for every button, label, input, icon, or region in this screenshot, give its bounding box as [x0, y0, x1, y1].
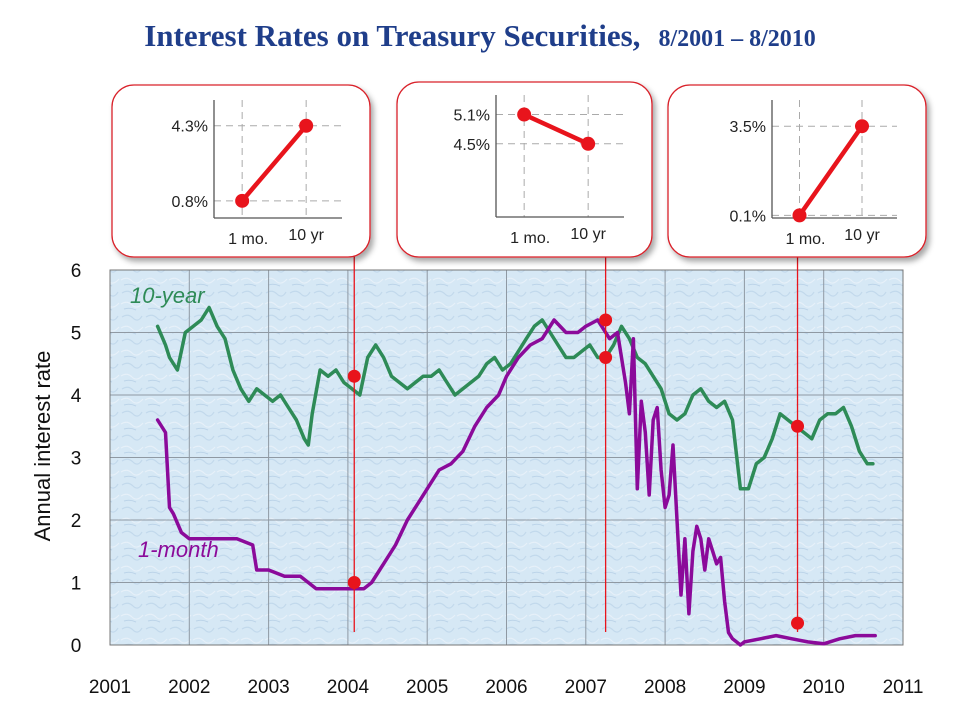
inset-point — [235, 193, 250, 208]
chart-title-range: 8/2001 – 8/2010 — [658, 26, 816, 52]
ten-year-series-label: 10-year — [130, 283, 206, 308]
series-lines — [155, 305, 877, 647]
yield-curve-inset: 5.1% 4.5% 1 mo. 10 yr — [396, 81, 653, 258]
x-tick-label: 2001 — [89, 677, 131, 698]
y-tick-label: 3 — [71, 449, 82, 470]
y-axis-label: Annual interest rate — [30, 351, 55, 542]
grid-lines — [109, 269, 904, 646]
inset-point — [855, 119, 869, 134]
x-tick-label: 2004 — [327, 677, 370, 698]
inset-value-label: 3.5% — [730, 119, 766, 136]
chart-title-main: Interest Rates on Treasury Securities, — [144, 18, 641, 53]
x-tick-label: 2007 — [565, 677, 607, 698]
x-axis: 2001 2002 2003 2004 2005 2006 2007 2008 2009 2010… — [89, 677, 924, 698]
yield-curve-inset: 3.5% 0.1% 1 mo. 10 yr — [667, 84, 927, 258]
x-tick-label: 2011 — [883, 677, 924, 698]
one-month-series-label: 1-month — [138, 537, 219, 562]
ten-year-marker — [347, 369, 361, 383]
x-tick-label: 2009 — [723, 677, 765, 698]
y-tick-label: 1 — [71, 574, 82, 595]
inset-point — [517, 107, 532, 122]
inset-value-label: 0.8% — [172, 194, 208, 211]
one-month-marker — [599, 313, 613, 327]
inset-value-label: 4.5% — [454, 137, 490, 154]
inset-category-label: 1 mo. — [785, 231, 825, 248]
one-month-marker — [791, 616, 805, 630]
chart-title: Interest Rates on Treasury Securities, 8… — [0, 18, 960, 54]
one-month-marker — [347, 576, 361, 589]
inset-value-label: 4.3% — [172, 119, 208, 136]
y-axis: 0 1 2 3 4 5 6 — [71, 261, 82, 657]
ten-year-series-line — [155, 305, 875, 491]
inset-yield-line — [521, 112, 591, 147]
y-tick-label: 5 — [71, 324, 82, 345]
inset-yield-line — [239, 123, 309, 204]
y-tick-label: 2 — [71, 511, 82, 532]
y-tick-label: 6 — [71, 261, 82, 282]
inset-value-label: 5.1% — [454, 108, 490, 125]
x-tick-label: 2003 — [247, 677, 289, 698]
y-tick-label: 0 — [71, 636, 82, 657]
inset-category-label: 10 yr — [570, 226, 606, 243]
yield-curve-inset: 4.3% 0.8% 1 mo. 10 yr — [111, 84, 371, 258]
x-tick-label: 2005 — [406, 677, 448, 698]
y-tick-label: 4 — [71, 386, 82, 407]
inset-point — [792, 208, 807, 223]
inset-point — [581, 136, 596, 151]
x-tick-label: 2006 — [485, 677, 527, 698]
inset-point — [299, 118, 314, 133]
annotation-markers — [347, 313, 805, 630]
ten-year-marker — [599, 351, 613, 364]
one-month-series-line — [155, 318, 877, 647]
inset-yield-line — [797, 123, 865, 218]
plot-frame — [109, 269, 904, 646]
inset-category-label: 10 yr — [844, 227, 880, 244]
x-tick-label: 2002 — [168, 677, 210, 698]
inset-category-label: 1 mo. — [228, 231, 268, 248]
inset-value-label: 0.1% — [730, 208, 766, 225]
yield-curve-insets: 4.3%0.8%1 mo. 10 yr5.1%4.5%1 mo. 10 yr3.5%… — [111, 81, 927, 258]
inset-category-label: 1 mo. — [510, 230, 550, 247]
ten-year-marker — [791, 419, 805, 433]
x-tick-label: 2008 — [644, 677, 686, 698]
x-tick-label: 2010 — [803, 677, 845, 698]
inset-category-label: 10 yr — [288, 227, 324, 244]
